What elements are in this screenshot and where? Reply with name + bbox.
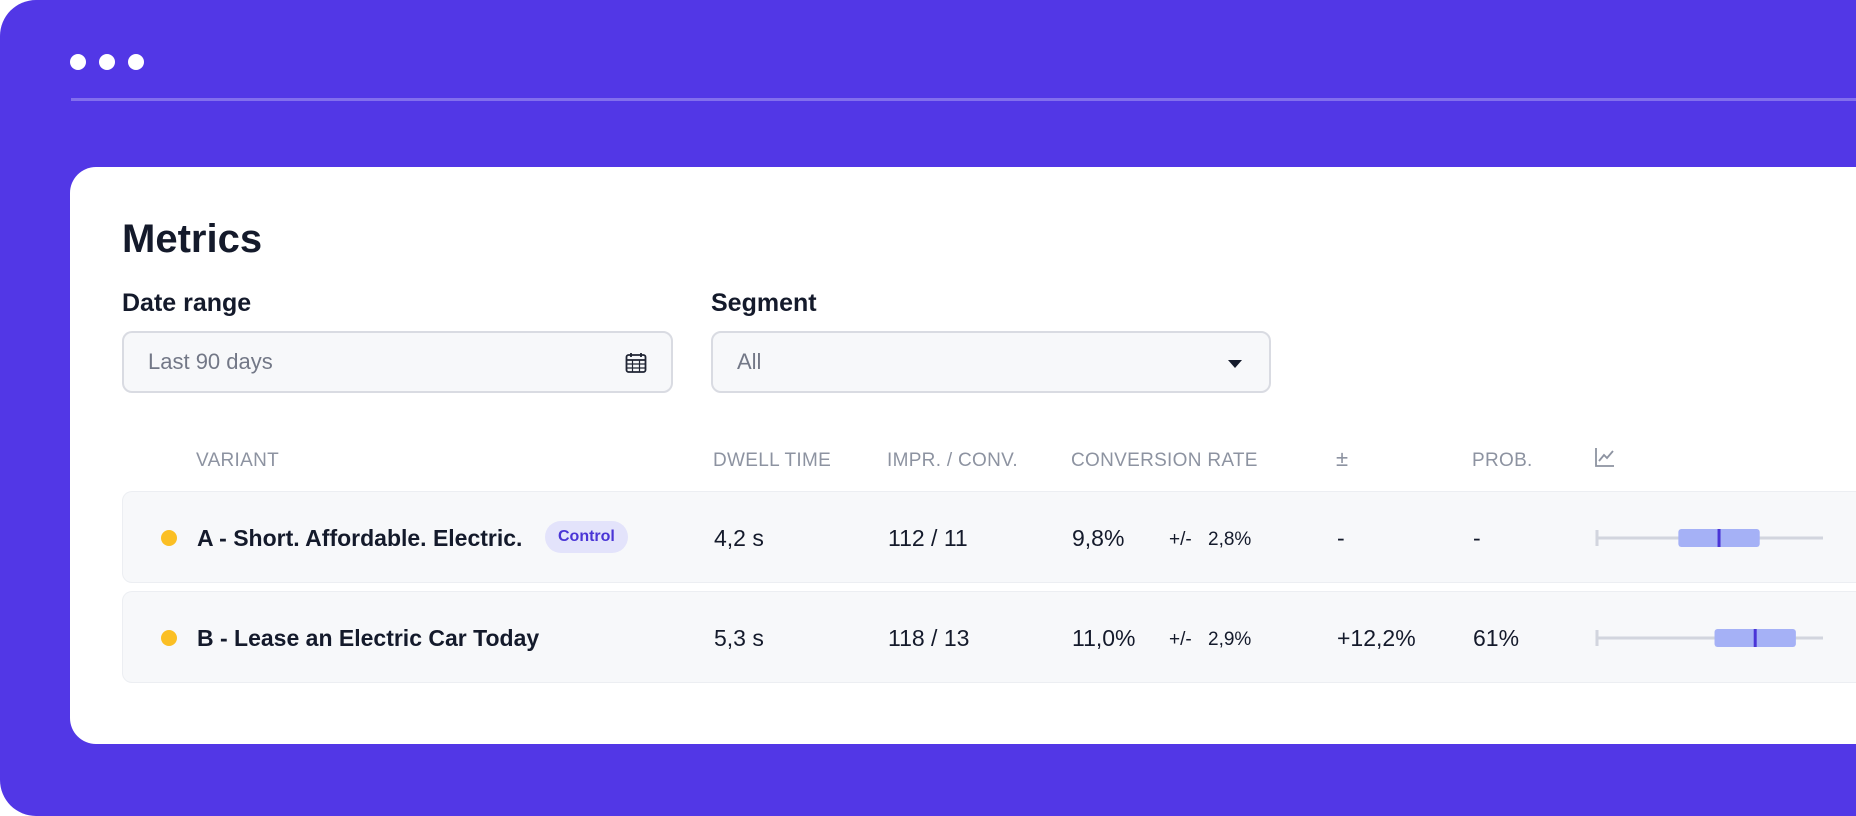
conversion-rate-value: 11,0%	[1072, 625, 1136, 651]
date-range-value: Last 90 days	[148, 349, 273, 374]
plus-minus-label: +/-	[1169, 529, 1192, 550]
segment-select[interactable]: All	[711, 331, 1271, 393]
margin-of-error-value: 2,8%	[1208, 529, 1252, 550]
dwell-time-value: 4,2 s	[714, 525, 764, 551]
variant-name: A - Short. Affordable. Electric.	[197, 525, 523, 551]
variant-color-dot	[161, 530, 177, 546]
column-header-prob[interactable]: PROB.	[1472, 450, 1533, 471]
table-row[interactable]: A - Short. Affordable. Electric. Control…	[122, 491, 1856, 583]
dwell-time-value: 5,3 s	[714, 625, 764, 651]
plus-minus-label: +/-	[1169, 629, 1192, 650]
titlebar-divider	[71, 98, 1856, 101]
variant-color-dot	[161, 630, 177, 646]
column-header-uplift[interactable]: ±	[1336, 446, 1349, 471]
column-header-impr-conv[interactable]: IMPR. / CONV.	[887, 450, 1018, 471]
metrics-card: Metrics Date range Last 90 days Segment …	[70, 167, 1856, 744]
probability-value: -	[1473, 525, 1481, 551]
confidence-interval-plot	[1595, 529, 1823, 547]
uplift-value: -	[1337, 525, 1345, 551]
uplift-value: +12,2%	[1337, 625, 1416, 651]
conversion-rate-value: 9,8%	[1072, 525, 1125, 551]
date-range-picker[interactable]: Last 90 days	[122, 331, 673, 393]
segment-label: Segment	[711, 289, 817, 317]
chart-icon[interactable]	[1594, 446, 1616, 468]
column-header-variant[interactable]: VARIANT	[196, 450, 280, 471]
variant-name: B - Lease an Electric Car Today	[197, 625, 540, 651]
control-badge: Control	[545, 521, 628, 553]
impr-conv-value: 112 / 11	[888, 525, 968, 551]
column-header-conversion-rate[interactable]: CONVERSION RATE	[1071, 450, 1258, 471]
window-dot-minimize[interactable]	[99, 54, 115, 70]
page-title: Metrics	[122, 217, 263, 261]
window-controls	[70, 54, 144, 70]
impr-conv-value: 118 / 13	[888, 625, 970, 651]
segment-value: All	[737, 349, 762, 374]
probability-value: 61%	[1473, 625, 1520, 651]
column-header-dwell-time[interactable]: DWELL TIME	[713, 450, 832, 471]
confidence-interval-plot	[1595, 629, 1823, 647]
calendar-icon[interactable]	[625, 352, 647, 374]
table-row[interactable]: B - Lease an Electric Car Today 5,3 s 11…	[122, 591, 1856, 683]
window-dot-close[interactable]	[70, 54, 86, 70]
margin-of-error-value: 2,9%	[1208, 629, 1252, 650]
date-range-label: Date range	[122, 289, 252, 317]
caret-down-icon[interactable]	[1227, 359, 1243, 369]
window-dot-maximize[interactable]	[128, 54, 144, 70]
